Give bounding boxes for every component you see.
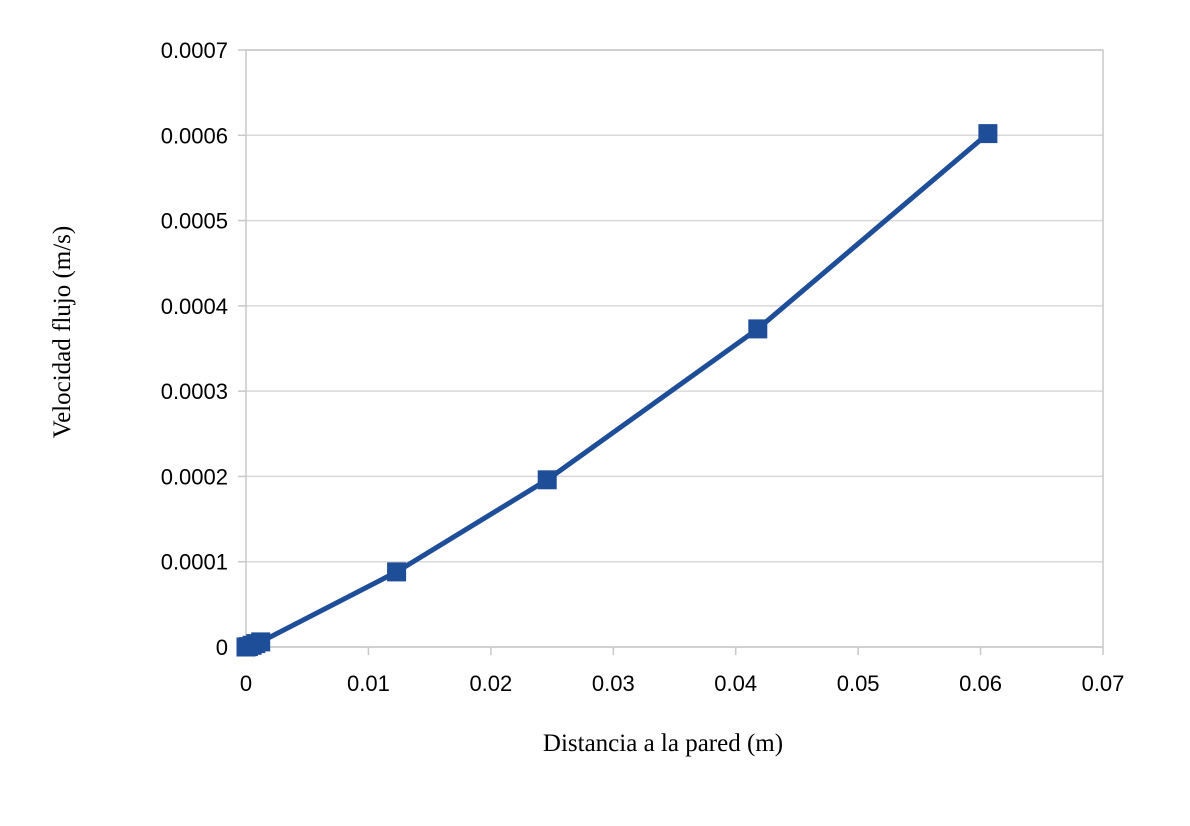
y-tick-label: 0	[216, 635, 228, 660]
y-axis-tick-labels: 0 0.0001 0.0002 0.0003 0.0004 0.0005 0.0006 0.0…	[161, 38, 228, 660]
y-tick-label: 0.0001	[161, 550, 228, 575]
data-point-marker	[978, 124, 998, 144]
x-tick-label: 0.01	[347, 671, 390, 696]
data-point-marker	[748, 319, 768, 339]
y-tick-label: 0.0002	[161, 464, 228, 489]
x-axis-tick-labels: 0 0.01 0.02 0.03 0.04 0.05 0.06 0.07	[240, 671, 1125, 696]
data-point-marker	[251, 632, 271, 652]
axis-ticks	[238, 49, 1104, 655]
x-tick-label: 0.07	[1082, 671, 1125, 696]
y-tick-label: 0.0004	[161, 294, 228, 319]
x-tick-label: 0.03	[592, 671, 635, 696]
y-axis-title: Velocidad flujo (m/s)	[49, 226, 76, 438]
y-tick-label: 0.0006	[161, 123, 228, 148]
grid-lines	[246, 49, 1103, 648]
y-tick-label: 0.0003	[161, 379, 228, 404]
x-tick-label: 0.06	[959, 671, 1002, 696]
y-tick-label: 0.0005	[161, 209, 228, 234]
data-point-marker	[537, 470, 557, 490]
plot-area	[245, 49, 1104, 648]
series-line	[243, 131, 991, 650]
x-tick-label: 0.04	[714, 671, 757, 696]
series	[236, 124, 998, 657]
x-tick-label: 0	[240, 671, 252, 696]
x-tick-label: 0.02	[469, 671, 512, 696]
x-axis-title: Distancia a la pared (m)	[543, 730, 783, 757]
y-tick-label: 0.0007	[161, 38, 228, 63]
data-point-marker	[387, 562, 407, 582]
x-tick-label: 0.05	[837, 671, 880, 696]
